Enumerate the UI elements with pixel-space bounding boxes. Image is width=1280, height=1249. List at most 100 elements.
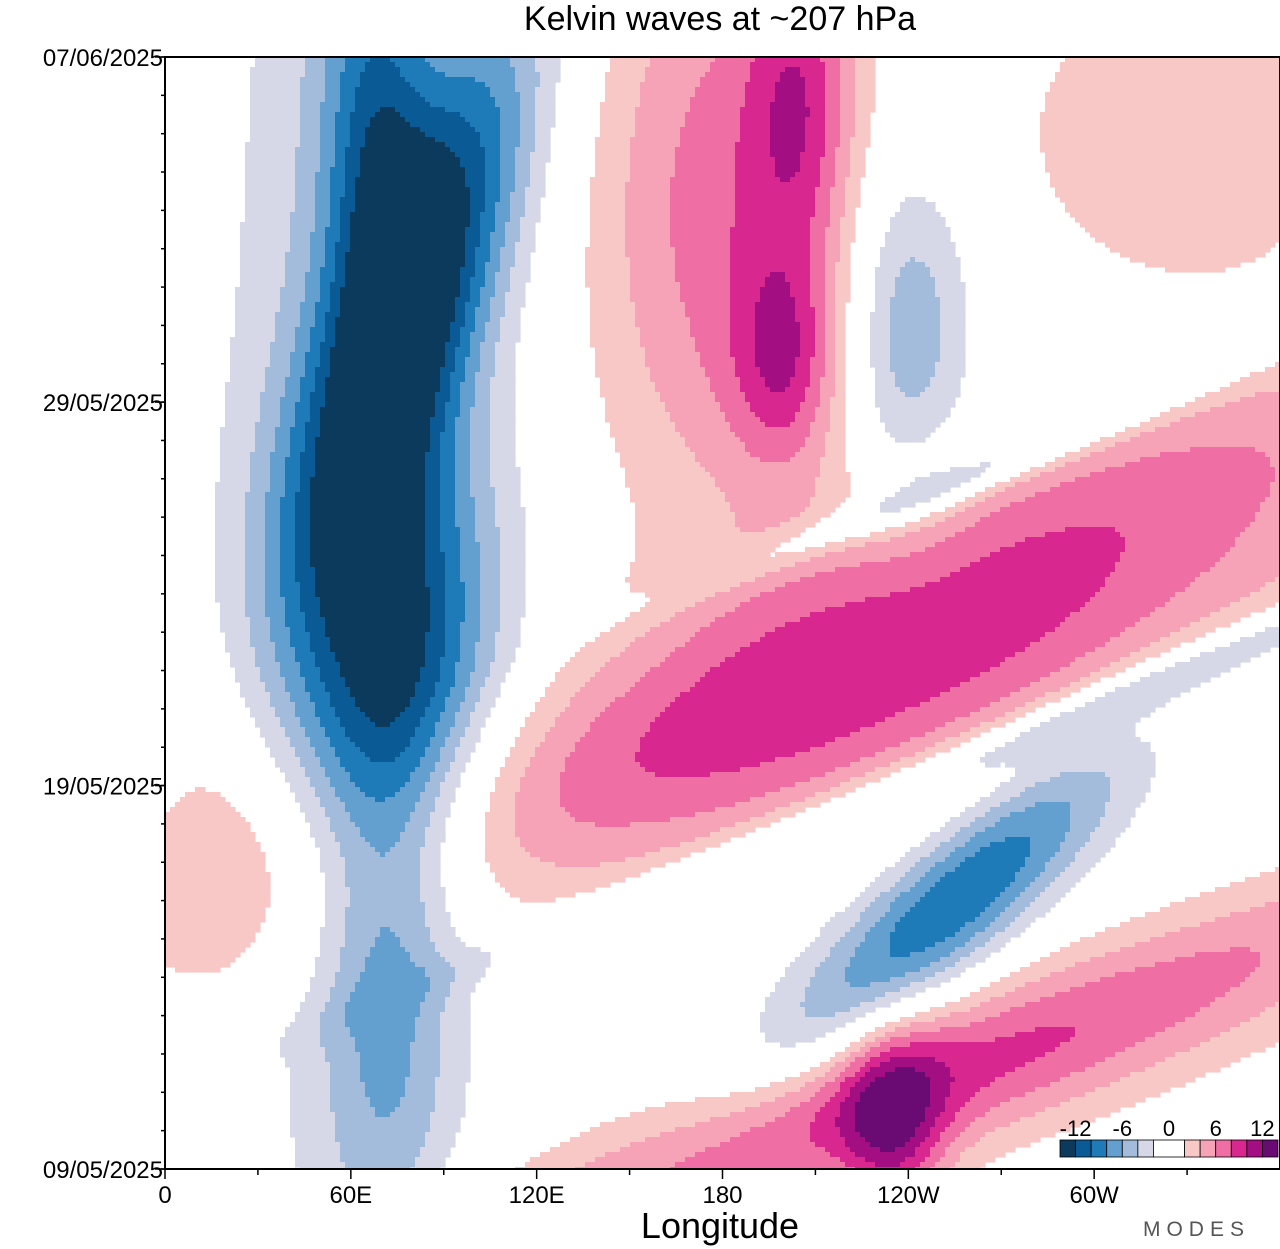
contour-cell — [980, 517, 1256, 523]
contour-cell — [945, 1097, 971, 1103]
contour-cell — [1110, 247, 1271, 253]
contour-cell — [310, 537, 426, 543]
contour-cell — [270, 452, 291, 458]
contour-cell — [790, 377, 811, 383]
contour-cell — [405, 947, 436, 953]
colorbar-bin — [1153, 1139, 1185, 1158]
contour-cell — [690, 637, 761, 643]
contour-cell — [610, 427, 676, 433]
contour-cell — [1070, 612, 1151, 618]
contour-cell — [220, 447, 256, 453]
contour-cell — [900, 202, 936, 208]
contour-cell — [600, 132, 636, 138]
contour-cell — [800, 342, 816, 348]
contour-cell — [270, 747, 296, 753]
contour-cell — [225, 637, 251, 643]
contour-cell — [325, 92, 341, 98]
contour-cell — [430, 1127, 461, 1133]
contour-cell — [910, 587, 1101, 593]
contour-cell — [425, 492, 441, 498]
contour-cell — [400, 942, 436, 948]
contour-cell — [835, 272, 851, 278]
contour-cell — [755, 577, 801, 583]
contour-cell — [750, 452, 796, 458]
contour-cell — [825, 87, 841, 93]
contour-cell — [535, 702, 571, 708]
contour-cell — [930, 1092, 951, 1098]
contour-cell — [765, 282, 791, 288]
contour-cell — [1045, 97, 1280, 103]
contour-cell — [515, 247, 536, 253]
contour-cell — [790, 457, 821, 463]
contour-cell — [445, 697, 466, 703]
contour-cell — [300, 757, 321, 763]
contour-cell — [875, 997, 901, 1003]
contour-cell — [415, 1017, 441, 1023]
contour-cell — [780, 977, 811, 983]
contour-cell — [885, 242, 956, 248]
contour-cell — [950, 467, 986, 473]
contour-cell — [325, 687, 351, 693]
contour-cell — [485, 852, 531, 858]
contour-cell — [1090, 672, 1116, 678]
contour-cell — [295, 157, 321, 163]
contour-cell — [300, 487, 311, 493]
contour-cell — [625, 247, 676, 253]
contour-cell — [915, 1152, 931, 1158]
contour-cell — [470, 457, 491, 463]
contour-cell — [295, 187, 316, 193]
contour-cell — [860, 892, 881, 898]
contour-cell — [985, 752, 1156, 758]
contour-cell — [460, 537, 476, 543]
contour-cell — [420, 672, 441, 678]
contour-cell — [415, 732, 436, 738]
contour-cell — [290, 437, 306, 443]
contour-cell — [215, 482, 251, 488]
contour-cell — [450, 332, 461, 338]
contour-cell — [310, 737, 331, 743]
contour-cell — [480, 582, 501, 588]
contour-cell — [775, 982, 811, 988]
contour-cell — [325, 1007, 346, 1013]
contour-cell — [560, 782, 796, 788]
contour-cell — [1265, 902, 1280, 908]
contour-cell — [590, 322, 636, 328]
contour-cell — [425, 522, 441, 528]
contour-cell — [1040, 997, 1216, 1003]
contour-cell — [955, 932, 976, 938]
contour-cell — [1065, 202, 1280, 208]
contour-cell — [770, 137, 806, 143]
contour-cell — [810, 612, 1071, 618]
contour-cell — [295, 342, 311, 348]
contour-cell — [1135, 622, 1191, 628]
contour-cell — [400, 712, 426, 718]
contour-cell — [730, 337, 756, 343]
contour-cell — [295, 1157, 341, 1163]
contour-cell — [595, 822, 631, 828]
contour-cell — [985, 762, 1001, 768]
contour-cell — [430, 612, 446, 618]
contour-cell — [880, 417, 946, 423]
contour-cell — [740, 132, 771, 138]
contour-cell — [855, 947, 891, 953]
colorbar-bin — [1199, 1139, 1217, 1158]
contour-cell — [830, 217, 841, 223]
contour-cell — [820, 392, 836, 398]
contour-cell — [1265, 497, 1280, 503]
contour-cell — [300, 377, 316, 383]
contour-cell — [630, 157, 676, 163]
contour-cell — [305, 67, 326, 73]
contour-cell — [855, 1112, 926, 1118]
contour-cell — [620, 452, 696, 458]
contour-cell — [455, 662, 476, 668]
contour-cell — [955, 1112, 986, 1118]
contour-cell — [650, 377, 711, 383]
contour-cell — [1145, 262, 1241, 268]
contour-cell — [735, 222, 811, 228]
contour-cell — [420, 867, 441, 873]
contour-cell — [280, 1037, 321, 1043]
contour-cell — [735, 212, 816, 218]
contour-cell — [320, 1042, 356, 1048]
contour-cell — [425, 527, 441, 533]
contour-cell — [625, 197, 671, 203]
